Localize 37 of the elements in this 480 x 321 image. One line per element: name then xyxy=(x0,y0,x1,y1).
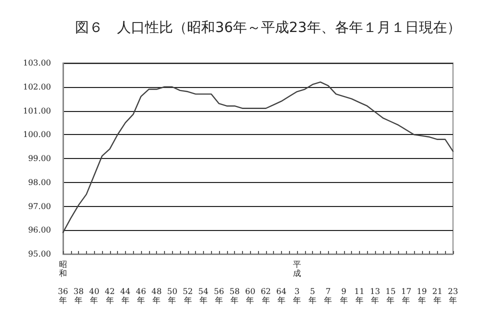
x-tick-label: 52年 xyxy=(182,287,193,305)
y-tick-label: 102.00 xyxy=(23,82,51,92)
x-tick-label: 58年 xyxy=(230,287,240,305)
y-tick-label: 103.00 xyxy=(23,58,51,68)
y-tick-label: 96.00 xyxy=(28,226,51,235)
x-tick-label: 42年 xyxy=(104,287,115,305)
x-tick-label: 60年 xyxy=(245,287,256,305)
x-tick-label: 21年 xyxy=(432,287,442,305)
x-tick-label: 44年 xyxy=(120,287,130,305)
line-series xyxy=(62,82,454,234)
x-tick-label: 62年 xyxy=(260,287,271,305)
x-tick-label: 昭和36年 xyxy=(58,260,68,305)
x-tick-label: 13年 xyxy=(370,287,380,305)
x-tick-label: 7年 xyxy=(324,287,332,305)
x-tick-label: 平成3年 xyxy=(293,260,301,305)
x-tick-label: 23年 xyxy=(448,287,458,305)
y-tick-label: 95.00 xyxy=(28,250,51,258)
x-tick-label: 40年 xyxy=(89,287,100,305)
x-tick-label: 50年 xyxy=(167,287,178,305)
y-tick-label: 97.00 xyxy=(28,202,51,211)
x-tick-label: 56年 xyxy=(214,287,224,305)
y-tick-label: 98.00 xyxy=(28,178,51,187)
chart-title: 図６ 人口性比（昭和36年～平成23年、各年１月１日現在） xyxy=(75,20,461,36)
x-tick-label: 9年 xyxy=(340,287,348,305)
x-tick-label: 17年 xyxy=(401,287,412,305)
x-tick-label: 19年 xyxy=(416,287,427,305)
x-tick-label: 54年 xyxy=(198,287,208,305)
x-tick-label: 64年 xyxy=(276,287,286,305)
y-tick-label: 101.00 xyxy=(23,106,51,116)
x-tick-label: 15年 xyxy=(386,287,396,305)
y-tick-label: 100.00 xyxy=(23,130,51,140)
x-tick-label: 46年 xyxy=(136,287,146,305)
x-tick-label: 38年 xyxy=(74,287,84,305)
x-tick-label: 11年 xyxy=(354,287,364,305)
x-tick-label: 5年 xyxy=(308,287,317,305)
y-tick-label: 99.00 xyxy=(28,154,51,163)
x-tick-label: 48年 xyxy=(152,287,162,305)
